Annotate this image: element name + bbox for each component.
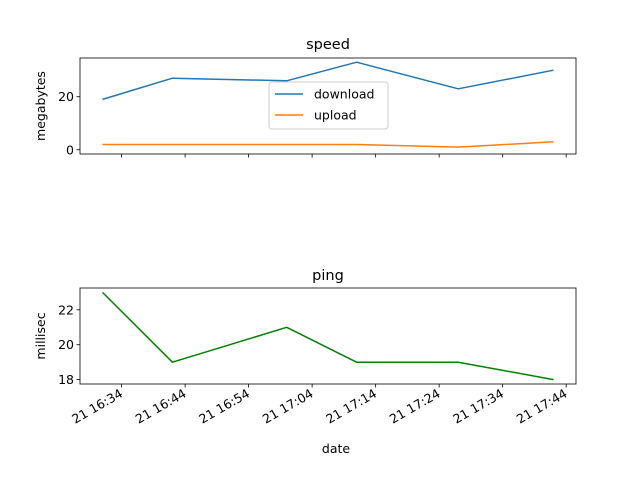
chart-title: speed xyxy=(306,37,350,53)
axes-frame xyxy=(79,57,577,155)
series-line-series-0 xyxy=(101,291,554,381)
legend: download upload xyxy=(268,81,389,130)
subplot-speed: 0 20 speed megabytes download upload xyxy=(33,37,577,158)
x-axis-label: date xyxy=(322,441,350,456)
series-line-download xyxy=(102,61,554,101)
y-tick-label: 20 xyxy=(58,337,74,352)
axes-frame xyxy=(79,287,577,385)
y-tick-label: 20 xyxy=(58,89,74,104)
x-tick-label: 21 16:54 xyxy=(196,386,252,427)
legend-label-download: download xyxy=(314,87,374,102)
series-line-upload xyxy=(102,141,554,148)
x-tick-label: 21 17:44 xyxy=(514,386,570,427)
y-tick-label: 0 xyxy=(66,142,74,157)
x-tick-label: 21 17:24 xyxy=(387,386,443,427)
y-axis-label: megabytes xyxy=(33,71,48,141)
chart-title: ping xyxy=(312,268,344,284)
y-axis-label: millisec xyxy=(33,312,48,359)
x-tick-label: 21 16:44 xyxy=(133,386,189,427)
legend-label-upload: upload xyxy=(314,108,357,123)
x-tick-label: 21 17:04 xyxy=(260,386,316,427)
y-tick-label: 18 xyxy=(58,372,74,387)
x-tick-label: 21 17:14 xyxy=(323,386,379,427)
y-tick-label: 22 xyxy=(58,302,74,317)
x-tick-label: 21 17:34 xyxy=(450,386,506,427)
x-tick-label: 21 16:34 xyxy=(69,386,125,427)
